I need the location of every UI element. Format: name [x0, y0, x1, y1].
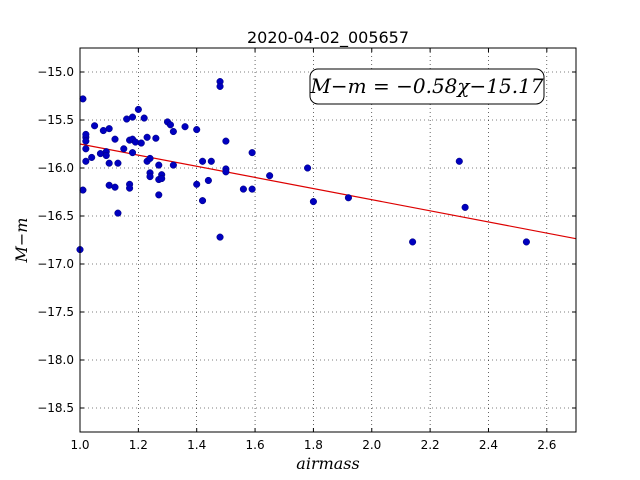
- data-point: [193, 126, 201, 134]
- data-point: [248, 185, 256, 193]
- y-axis-label: M−m: [12, 218, 31, 264]
- data-point: [128, 113, 137, 121]
- y-tick-label: −15.0: [37, 65, 74, 79]
- data-point: [204, 176, 212, 185]
- data-point: [344, 194, 352, 202]
- data-point: [82, 137, 90, 145]
- data-point: [140, 114, 148, 122]
- data-point: [169, 127, 177, 136]
- data-point: [222, 137, 230, 145]
- data-point: [222, 168, 230, 176]
- data-points: [76, 78, 530, 254]
- x-tick-label: 2.2: [421, 438, 440, 452]
- fit-line: [79, 143, 577, 240]
- fit-equation-box: M−m = −0.58χ−15.17: [309, 68, 545, 105]
- data-point: [111, 183, 119, 191]
- data-point: [82, 157, 90, 165]
- data-point: [169, 161, 177, 169]
- data-point: [120, 145, 128, 153]
- data-point: [152, 134, 160, 142]
- data-point: [198, 157, 207, 165]
- y-tick-label: −18.0: [37, 353, 74, 367]
- fit-equation: M−m = −0.58χ−15.17: [309, 74, 543, 98]
- data-point: [137, 139, 145, 147]
- x-tick-label: 1.2: [129, 438, 148, 452]
- x-tick-label: 2.6: [537, 438, 556, 452]
- data-point: [82, 145, 90, 153]
- data-point: [155, 191, 163, 199]
- data-point: [146, 154, 154, 162]
- data-point: [181, 123, 189, 131]
- data-point: [216, 233, 224, 241]
- y-tick-label: −17.0: [37, 257, 74, 271]
- data-point: [146, 173, 154, 181]
- data-point: [114, 159, 122, 167]
- grid: [79, 48, 576, 432]
- data-point: [105, 125, 113, 133]
- x-tick-label: 1.6: [246, 438, 265, 452]
- data-point: [102, 151, 110, 160]
- y-tick-label: −15.5: [37, 113, 74, 127]
- data-point: [166, 121, 174, 129]
- data-point: [158, 175, 166, 183]
- x-tick-label: 2.0: [362, 438, 381, 452]
- y-tick-label: −16.0: [37, 161, 74, 175]
- data-point: [143, 133, 151, 141]
- axis-ticks: 1.0 1.2 1.4 1.6 1.8 2.0 2.2 2.4 2.6 −15.0 −15.5 −16…: [37, 48, 576, 452]
- data-point: [128, 149, 137, 157]
- x-tick-label: 2.4: [479, 438, 498, 452]
- data-point: [131, 138, 139, 146]
- data-point: [79, 186, 87, 194]
- data-point: [114, 209, 122, 217]
- x-tick-label: 1.0: [70, 438, 89, 452]
- data-point: [239, 185, 247, 193]
- data-point: [266, 172, 274, 180]
- x-tick-label: 1.4: [187, 438, 206, 452]
- data-point: [79, 95, 87, 103]
- data-point: [91, 122, 99, 130]
- data-point: [155, 161, 163, 169]
- data-point: [309, 198, 317, 206]
- data-point: [126, 184, 134, 192]
- data-point: [105, 159, 113, 167]
- annotation-box: [309, 68, 545, 105]
- y-tick-label: −17.5: [37, 305, 74, 319]
- data-point: [82, 130, 90, 138]
- plot-frame: [79, 47, 577, 433]
- data-point: [304, 164, 312, 172]
- data-point: [193, 180, 201, 188]
- y-tick-label: −18.5: [37, 401, 74, 415]
- data-point: [455, 157, 463, 165]
- x-axis-label: airmass: [296, 454, 359, 473]
- data-point: [409, 238, 417, 246]
- data-point: [216, 82, 224, 90]
- y-tick-label: −16.5: [37, 209, 74, 223]
- data-point: [461, 203, 469, 211]
- data-point: [134, 105, 142, 113]
- data-point: [198, 197, 207, 205]
- data-point: [207, 157, 215, 165]
- data-point: [522, 238, 530, 246]
- fit-line-group: [79, 143, 577, 240]
- x-tick-label: 1.8: [304, 438, 323, 452]
- data-point: [248, 149, 256, 157]
- data-point: [88, 153, 96, 161]
- data-point: [111, 135, 119, 143]
- chart-title: 2020-04-02_005657: [247, 28, 409, 48]
